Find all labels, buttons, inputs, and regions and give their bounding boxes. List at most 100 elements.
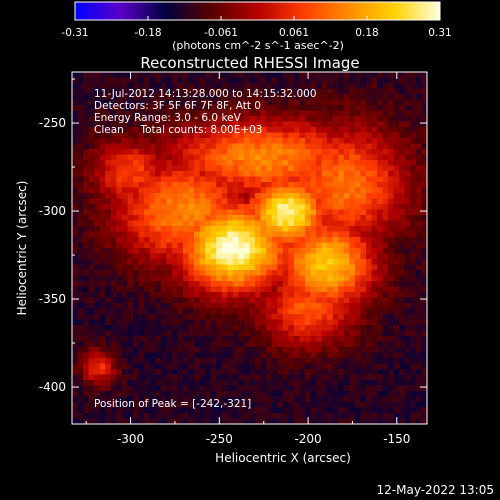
heatmap-cell: [388, 358, 395, 365]
heatmap-cell: [271, 319, 278, 326]
heatmap-cell: [249, 297, 256, 304]
heatmap-cell: [332, 374, 339, 381]
heatmap-cell: [288, 358, 295, 365]
heatmap-cell: [282, 380, 289, 387]
heatmap-cell: [393, 385, 400, 392]
heatmap-cell: [144, 94, 151, 101]
heatmap-cell: [127, 286, 134, 293]
heatmap-cell: [116, 193, 123, 200]
heatmap-cell: [88, 270, 95, 277]
heatmap-cell: [282, 143, 289, 150]
heatmap-cell: [382, 105, 389, 112]
heatmap-cell: [127, 127, 134, 134]
heatmap-cell: [77, 121, 84, 128]
heatmap-cell: [277, 325, 284, 332]
heatmap-cell: [404, 281, 411, 288]
heatmap-cell: [177, 121, 184, 128]
heatmap-cell: [360, 253, 367, 260]
heatmap-cell: [77, 204, 84, 211]
heatmap-cell: [371, 292, 378, 299]
heatmap-cell: [199, 248, 206, 255]
heatmap-cell: [266, 341, 273, 348]
heatmap-cell: [121, 99, 129, 106]
heatmap-cell: [121, 292, 129, 299]
heatmap-cell: [271, 110, 278, 117]
heatmap-cell: [138, 341, 145, 348]
heatmap-cell: [277, 391, 284, 398]
heatmap-cell: [277, 264, 284, 271]
heatmap-cell: [133, 154, 140, 161]
heatmap-cell: [415, 396, 423, 403]
heatmap-cell: [377, 407, 384, 414]
heatmap-cell: [105, 72, 112, 79]
heatmap-cell: [110, 396, 117, 403]
heatmap-cell: [99, 352, 106, 359]
heatmap-cell: [171, 242, 178, 249]
heatmap-cell: [227, 413, 234, 420]
heatmap-cell: [321, 319, 328, 326]
heatmap-cell: [77, 226, 84, 233]
heatmap-cell: [133, 231, 140, 238]
heatmap-cell: [205, 215, 212, 222]
heatmap-cell: [227, 143, 234, 150]
heatmap-cell: [94, 187, 101, 194]
heatmap-cell: [133, 171, 140, 178]
heatmap-cell: [166, 286, 173, 293]
heatmap-cell: [415, 138, 423, 145]
heatmap-cell: [72, 171, 79, 178]
heatmap-cell: [377, 253, 384, 260]
heatmap-cell: [282, 358, 289, 365]
heatmap-cell: [293, 77, 301, 84]
heatmap-cell: [255, 138, 262, 145]
heatmap-cell: [365, 165, 373, 172]
heatmap-cell: [266, 275, 273, 282]
heatmap-cell: [110, 264, 117, 271]
heatmap-cell: [399, 248, 406, 255]
heatmap-cell: [255, 143, 262, 150]
heatmap-cell: [243, 149, 251, 156]
heatmap-cell: [410, 286, 417, 293]
heatmap-cell: [277, 220, 284, 227]
heatmap-cell: [415, 347, 423, 354]
heatmap-cell: [293, 193, 301, 200]
heatmap-cell: [410, 330, 417, 337]
heatmap-cell: [343, 237, 350, 244]
heatmap-cell: [232, 418, 240, 425]
heatmap-cell: [227, 347, 234, 354]
heatmap-cell: [371, 319, 378, 326]
heatmap-cell: [210, 149, 217, 156]
heatmap-cell: [99, 149, 106, 156]
heatmap-cell: [121, 391, 129, 398]
heatmap-cell: [377, 281, 384, 288]
heatmap-cell: [410, 358, 417, 365]
heatmap-cell: [365, 374, 373, 381]
heatmap-cell: [321, 374, 328, 381]
heatmap-cell: [83, 176, 90, 183]
heatmap-cell: [371, 325, 378, 332]
heatmap-cell: [266, 77, 273, 84]
heatmap-cell: [88, 204, 95, 211]
heatmap-cell: [160, 259, 167, 266]
heatmap-cell: [149, 182, 156, 189]
heatmap-cell: [194, 127, 201, 134]
heatmap-cell: [144, 116, 151, 123]
heatmap-cell: [338, 99, 345, 106]
heatmap-cell: [349, 259, 356, 266]
heatmap-cell: [343, 99, 350, 106]
heatmap-cell: [138, 374, 145, 381]
heatmap-cell: [110, 314, 117, 321]
heatmap-cell: [310, 319, 317, 326]
heatmap-cell: [316, 143, 323, 150]
heatmap-cell: [343, 319, 350, 326]
heatmap-cell: [94, 171, 101, 178]
heatmap-cell: [221, 363, 228, 370]
heatmap-cell: [116, 72, 123, 79]
heatmap-cell: [388, 286, 395, 293]
heatmap-cell: [282, 391, 289, 398]
heatmap-cell: [282, 138, 289, 145]
heatmap-cell: [382, 407, 389, 414]
heatmap-cell: [360, 165, 367, 172]
heatmap-cell: [282, 286, 289, 293]
heatmap-cell: [360, 270, 367, 277]
heatmap-cell: [243, 215, 251, 222]
